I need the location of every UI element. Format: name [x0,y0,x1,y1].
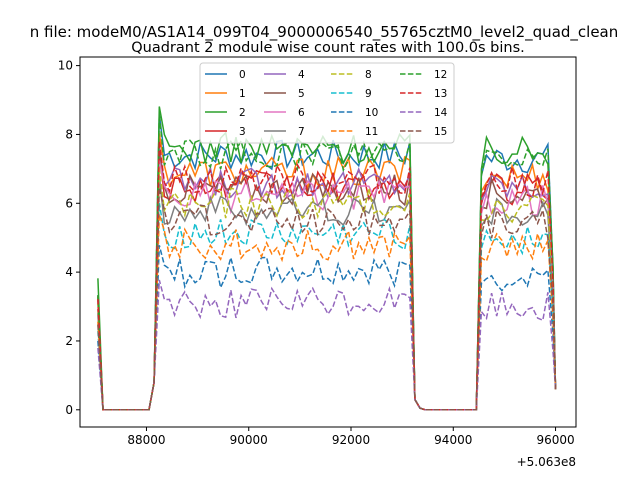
series-line [97,175,557,411]
y-tick-label: 4 [65,265,73,279]
legend-label: 11 [365,126,378,138]
legend-label: 10 [365,107,378,119]
y-tick-label: 10 [58,59,73,73]
plot-lines [97,106,557,411]
y-axis: 0 2 4 6 8 10 [58,59,80,417]
legend-label: 13 [434,88,447,100]
series-line [97,202,557,411]
legend-label: 1 [239,88,246,100]
legend-label: 5 [298,88,305,100]
legend-label: 4 [298,69,305,81]
x-tick-label: 96000 [536,433,574,447]
x-tick-label: 94000 [434,433,472,447]
legend-label: 6 [298,107,305,119]
x-offset-label: +5.063e8 [517,455,576,469]
chart-suptitle: n file: modeM0/AS1A14_099T04_9000006540_… [30,23,619,42]
series-line [97,160,557,411]
legend-label: 8 [365,69,372,81]
legend-label: 15 [434,126,447,138]
series-line [97,114,557,411]
series-line [97,187,557,411]
plot-frame [79,56,577,428]
x-tick-label: 88000 [127,433,165,447]
legend-label: 0 [239,69,246,81]
series-line [97,141,557,411]
y-tick-label: 0 [65,403,73,417]
series-line [97,279,557,411]
legend-label: 3 [239,126,246,138]
x-tick-label: 90000 [230,433,268,447]
legend-label: 7 [298,126,305,138]
chart-title: Quadrant 2 module wise count rates with … [131,40,525,56]
legend-frame [199,62,455,144]
legend-label: 9 [365,88,372,100]
series-line [97,245,557,411]
series-line [97,133,557,411]
x-axis: 88000 90000 92000 94000 96000 [127,427,575,447]
legend-label: 12 [434,69,447,81]
y-tick-label: 2 [65,334,73,348]
x-tick-label: 92000 [332,433,370,447]
legend-label: 14 [434,107,448,119]
series-line [97,106,557,411]
y-tick-label: 8 [65,127,73,141]
legend-label: 2 [239,107,246,119]
y-tick-label: 6 [65,196,73,210]
